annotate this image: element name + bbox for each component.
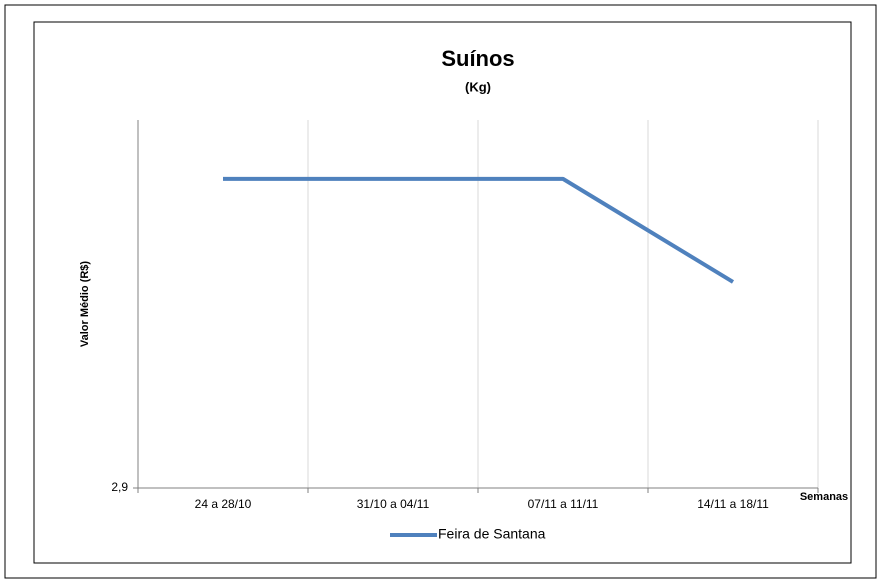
- x-axis-label: Semanas: [800, 491, 848, 503]
- y-axis-label: Valor Médio (R$): [79, 261, 91, 348]
- x-tick-label: 14/11 a 18/11: [697, 497, 769, 511]
- chart-frame: [33, 21, 852, 564]
- y-tick-label: 2,9: [111, 480, 128, 494]
- x-tick-label: 24 a 28/10: [195, 497, 252, 511]
- chart-title: Suínos: [441, 46, 514, 71]
- chart-subtitle: (Kg): [465, 79, 491, 94]
- page-frame: [4, 4, 877, 579]
- series-line: [223, 176, 735, 284]
- x-tick-label: 31/10 a 04/11: [357, 497, 430, 511]
- x-tick-label: 07/11 a 11/11: [528, 497, 599, 511]
- legend-label: Feira de Santana: [438, 526, 546, 542]
